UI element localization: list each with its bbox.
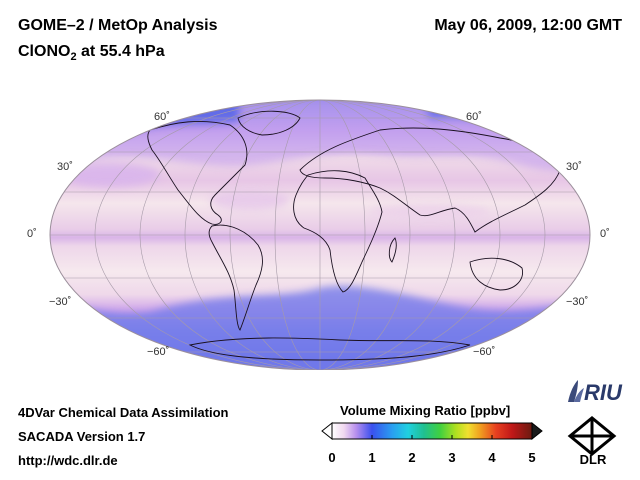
dlr-logo-text: DLR bbox=[580, 452, 607, 466]
footer-link: http://wdc.dlr.de bbox=[18, 453, 118, 468]
lat-label-eq-right: 0˚ bbox=[600, 228, 610, 240]
colorbar-tick-label: 2 bbox=[408, 450, 416, 465]
lat-label-30s-right: −30˚ bbox=[566, 296, 589, 308]
colorbar bbox=[321, 421, 543, 441]
colorbar-tick-label: 3 bbox=[448, 450, 456, 465]
title-line2: ClONO2 at 55.4 hPa bbox=[18, 43, 165, 63]
lat-label-30s-left: −30˚ bbox=[49, 296, 72, 308]
colorbar-gradient bbox=[331, 422, 533, 440]
colorbar-tick-label: 1 bbox=[368, 450, 376, 465]
lat-label-eq-left: 0˚ bbox=[27, 228, 37, 240]
colorbar-tick-label: 4 bbox=[488, 450, 496, 465]
colorbar-min-arrow bbox=[321, 421, 333, 441]
lat-label-60n-right: 60˚ bbox=[466, 111, 482, 123]
mollweide-map bbox=[49, 99, 591, 370]
lat-label-60s-right: −60˚ bbox=[473, 346, 496, 358]
title-line1: GOME–2 / MetOp Analysis bbox=[18, 17, 218, 34]
footer-line2: SACADA Version 1.7 bbox=[18, 429, 146, 444]
lat-label-30n-right: 30˚ bbox=[566, 161, 582, 173]
species-subscript: 2 bbox=[70, 51, 77, 64]
dlr-logo: DLR bbox=[567, 416, 617, 466]
lat-label-30n-left: 30˚ bbox=[57, 161, 73, 173]
colorbar-tick-label: 0 bbox=[328, 450, 336, 465]
riu-logo: RIU bbox=[568, 380, 623, 405]
lat-label-60n-left: 60˚ bbox=[154, 111, 170, 123]
footer-line1: 4DVar Chemical Data Assimilation bbox=[18, 405, 229, 420]
map-boundary bbox=[49, 99, 591, 370]
coastlines bbox=[147, 110, 561, 361]
colorbar-tick-label: 5 bbox=[528, 450, 536, 465]
colorbar-title: Volume Mixing Ratio [ppbv] bbox=[340, 403, 511, 418]
pressure-level: at 55.4 hPa bbox=[76, 43, 165, 60]
colorbar-max-arrow bbox=[531, 421, 543, 441]
analysis-datetime: May 06, 2009, 12:00 GMT bbox=[434, 17, 622, 34]
lat-label-60s-left: −60˚ bbox=[147, 346, 170, 358]
riu-logo-text: RIU bbox=[584, 380, 623, 405]
species: ClONO bbox=[18, 43, 71, 60]
graticule bbox=[50, 100, 590, 370]
